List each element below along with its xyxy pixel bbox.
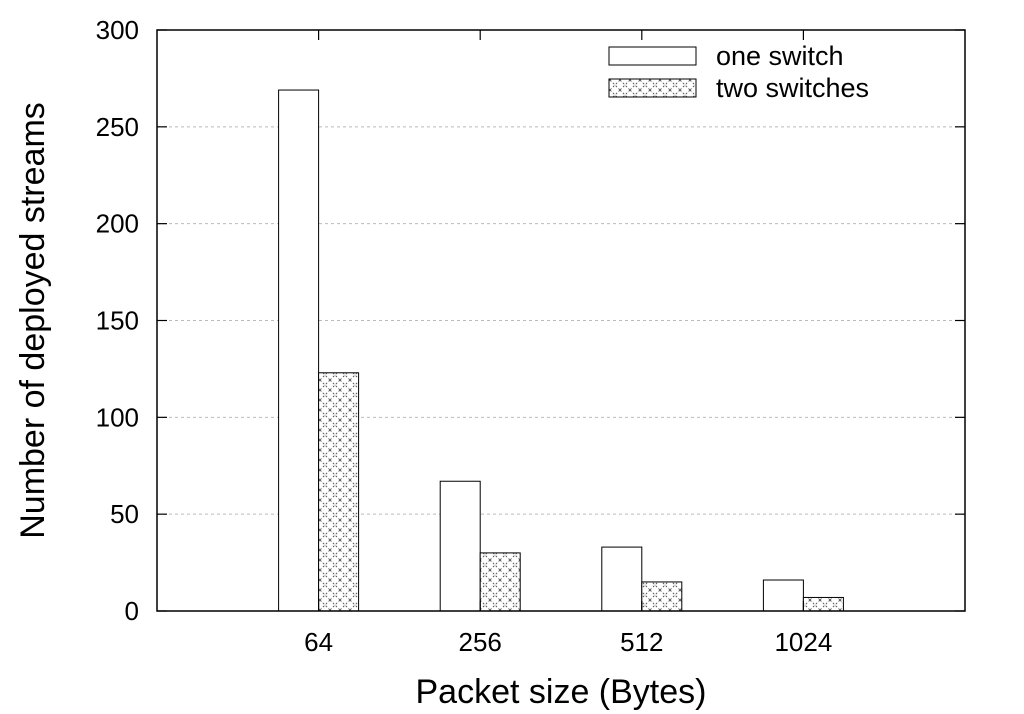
y-tick-label: 50: [110, 499, 139, 529]
bar-two-switches-512: [641, 581, 683, 612]
x-tick-label: 1024: [774, 627, 832, 657]
legend-swatch-two-switches: [608, 78, 697, 98]
y-axis-label: Number of deployed streams: [14, 102, 52, 539]
y-tick-label: 150: [96, 306, 139, 336]
bar-one-switch-512: [601, 546, 643, 612]
x-tick-label: 64: [304, 627, 333, 657]
bar-two-switches-256: [479, 552, 521, 612]
bar-two-switches-64: [318, 372, 360, 612]
bar-one-switch-64: [278, 89, 320, 612]
y-tick-label: 250: [96, 112, 139, 142]
legend-swatch-one-switch: [608, 46, 697, 66]
axis-ticks: 0 50 100 150 200 250 300 64 256 512 1024: [96, 15, 965, 657]
y-tick-label: 100: [96, 402, 139, 432]
legend-label: one switch: [716, 41, 844, 71]
x-axis-label: Packet size (Bytes): [416, 673, 707, 711]
bar-two-switches-1024: [802, 596, 844, 612]
x-tick-label: 512: [620, 627, 663, 657]
bar-one-switch-1024: [762, 579, 804, 612]
y-tick-label: 300: [96, 15, 139, 45]
legend-label: two switches: [716, 73, 869, 103]
y-tick-label: 0: [125, 596, 139, 626]
y-tick-label: 200: [96, 209, 139, 239]
bars: [278, 89, 844, 612]
x-tick-label: 256: [459, 627, 502, 657]
bar-one-switch-256: [439, 480, 481, 612]
